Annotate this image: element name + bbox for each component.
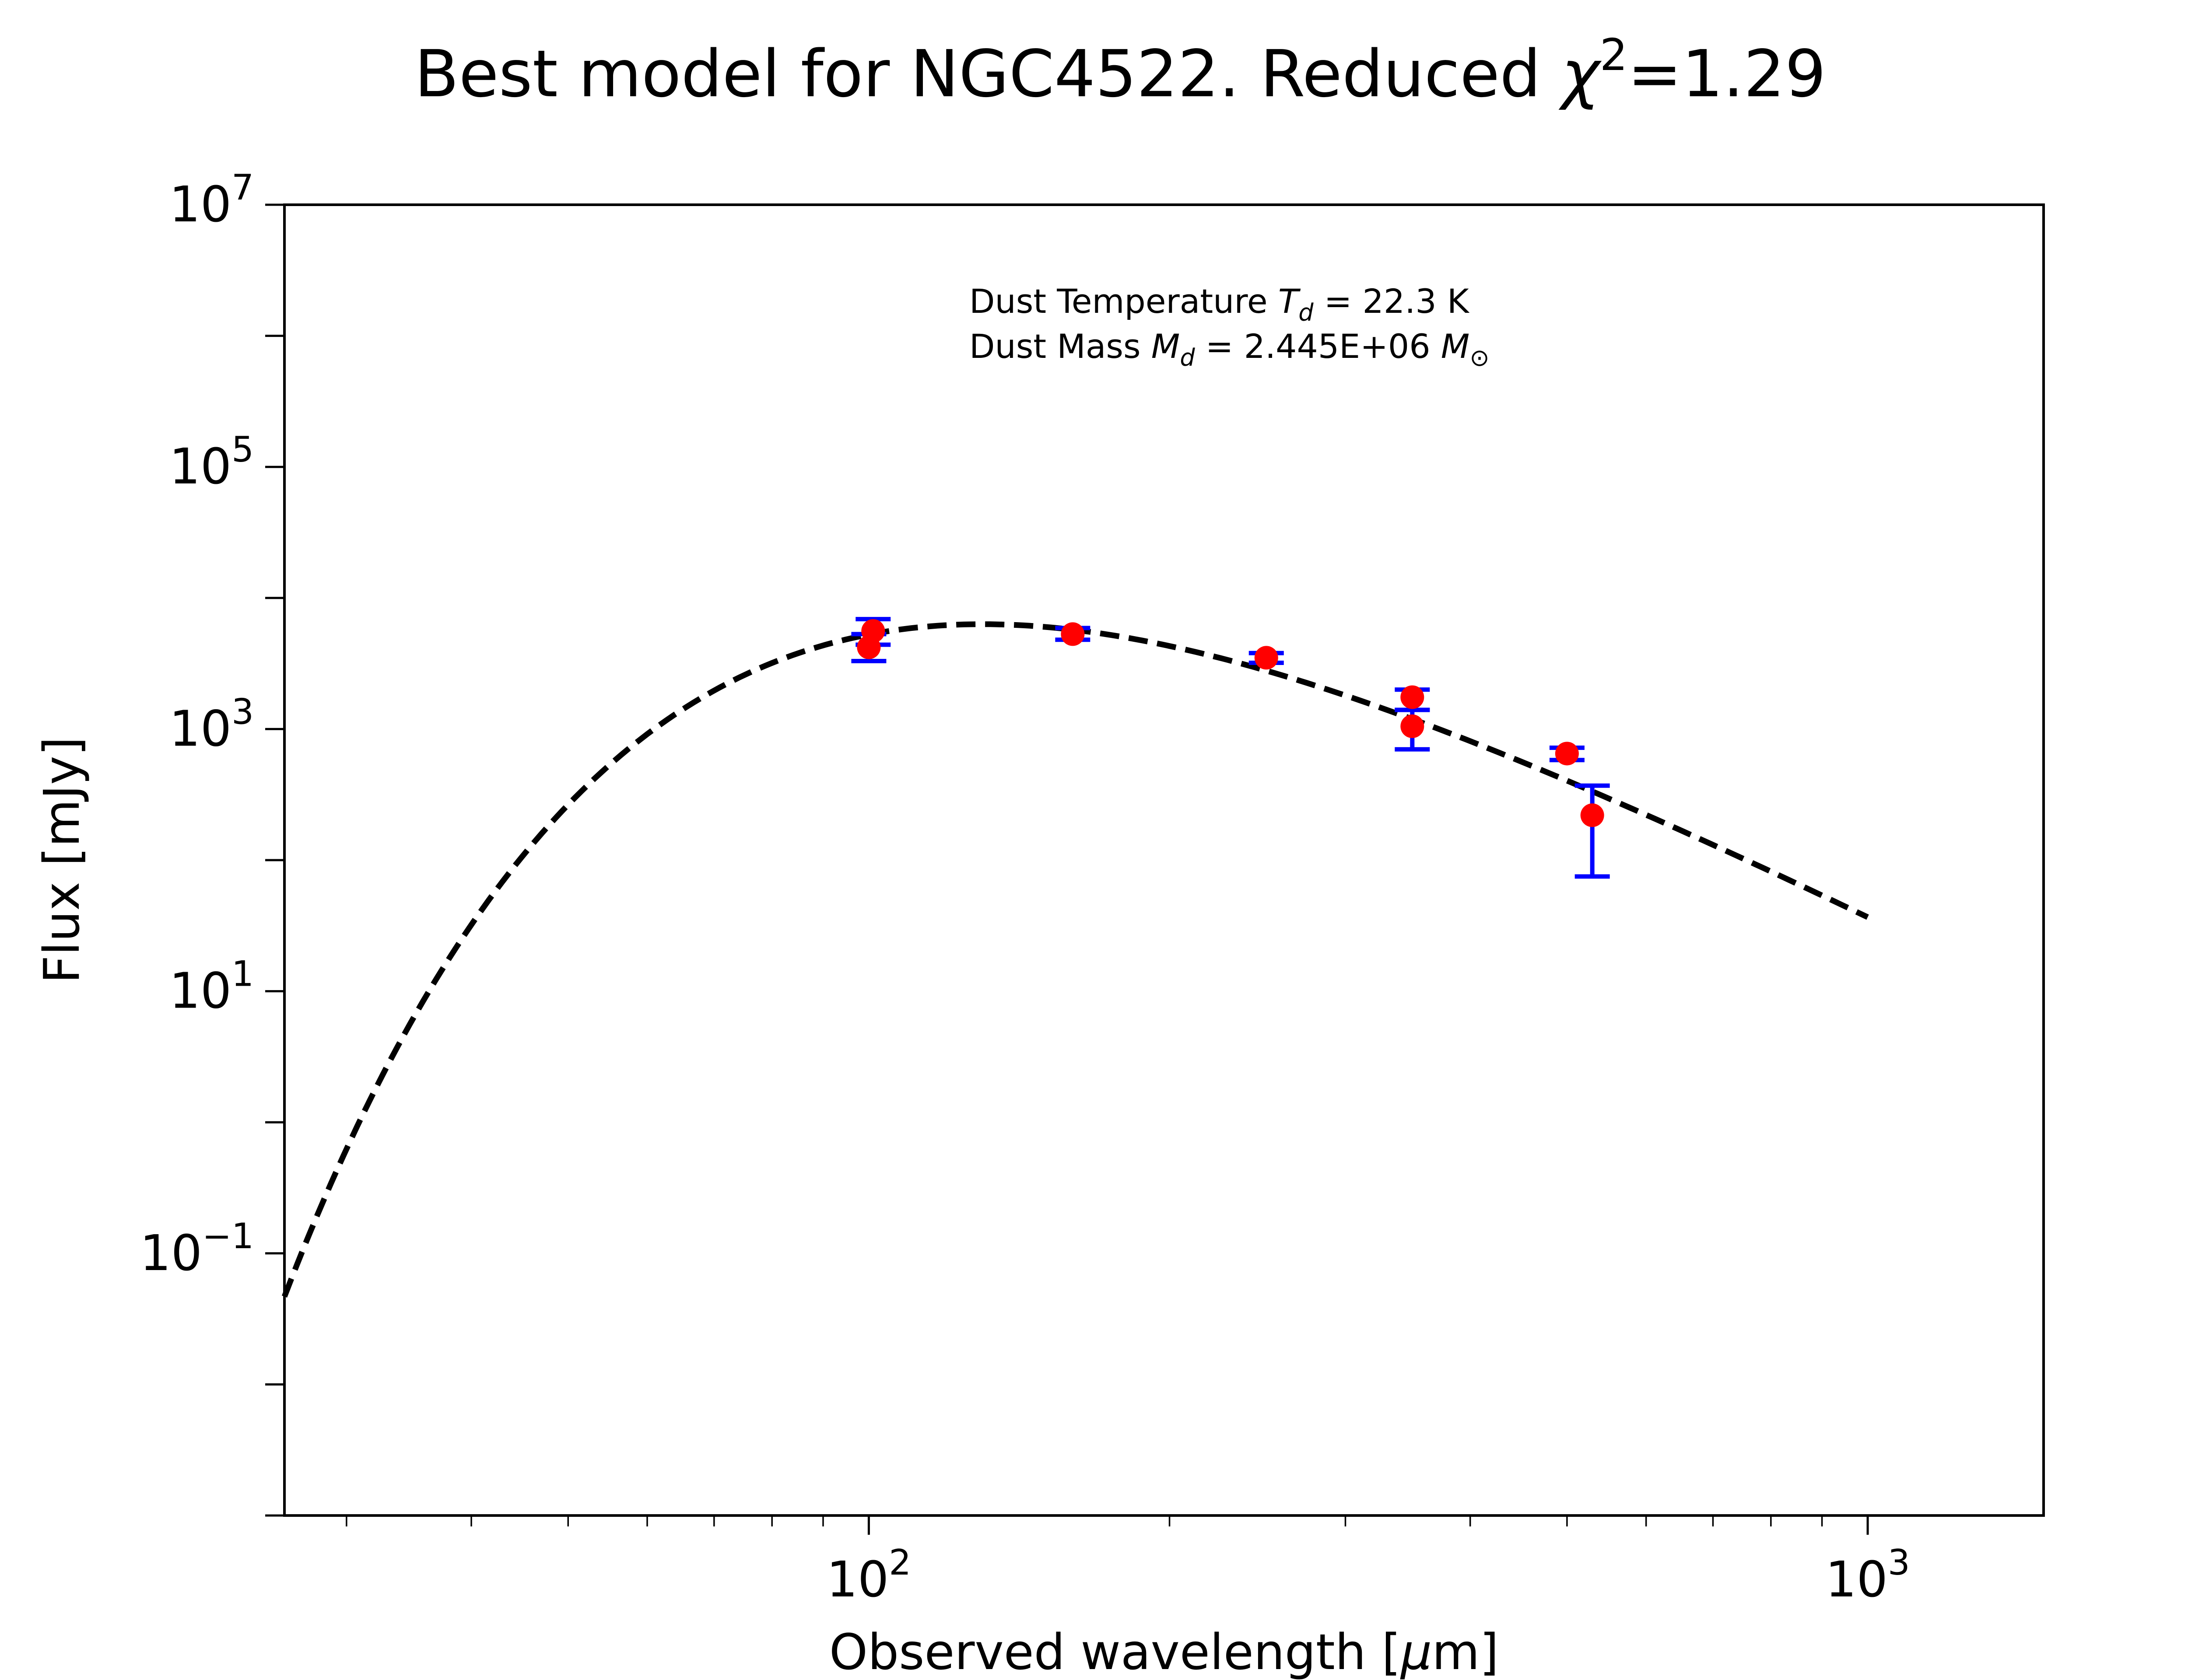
x-axis-label: Observed wavelength [μm]: [829, 1624, 1499, 1680]
annotation-mass: Dust Mass Md = 2.445E+06 M⊙: [969, 327, 1490, 371]
y-tick-label: 10−1: [140, 1216, 254, 1282]
data-point: [1555, 742, 1579, 766]
y-axis-ticks: 10−1 101 103 105 107: [140, 167, 284, 1517]
y-tick-label: 103: [169, 691, 254, 757]
y-tick-label: 107: [169, 167, 254, 233]
annotation-temperature: Dust Temperature Td = 22.3 K: [969, 282, 1470, 326]
data-point: [1061, 622, 1085, 646]
data-point: [1400, 685, 1424, 709]
chart-title: Best model for NGC4522. Reduced χ2=1.29: [414, 29, 1826, 112]
data-point: [1580, 803, 1604, 827]
data-point: [1254, 646, 1278, 670]
y-tick-label: 101: [169, 954, 254, 1020]
data-points: [851, 617, 1610, 879]
plot-area: [283, 203, 2045, 1517]
x-tick-label: 102: [827, 1542, 911, 1608]
x-axis-ticks: 102 103: [346, 1516, 1910, 1608]
x-tick-label: 103: [1825, 1542, 1910, 1608]
y-tick-label: 105: [169, 429, 254, 495]
y-axis-label: Flux [mJy]: [34, 737, 91, 984]
data-point: [861, 619, 885, 643]
data-point: [1400, 714, 1424, 738]
